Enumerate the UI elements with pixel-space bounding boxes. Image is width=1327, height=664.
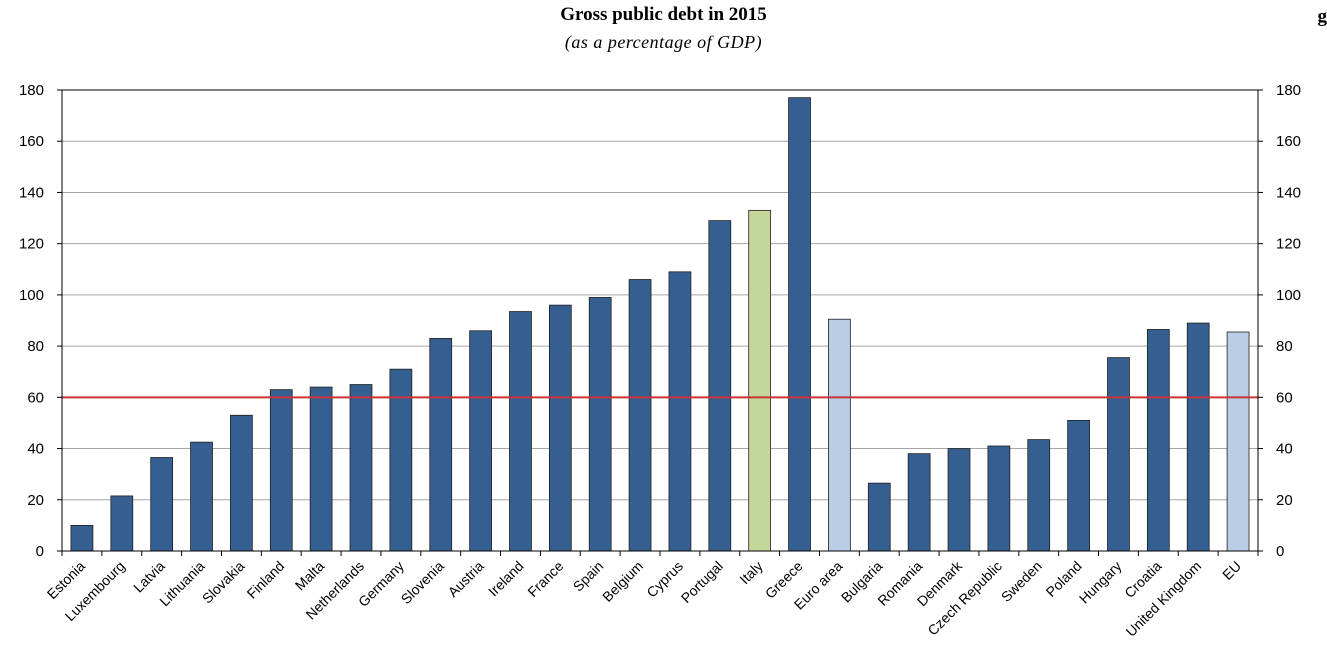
chart-subtitle: (as a percentage of GDP)	[564, 32, 763, 52]
bar-czech-republic	[987, 445, 1011, 552]
bars	[70, 97, 1250, 552]
x-tick-label: Malta	[292, 558, 328, 594]
bar-lithuania	[190, 441, 213, 552]
bar-slovenia	[429, 338, 453, 552]
y-tick-label-left: 100	[19, 287, 44, 304]
corner-mark: g	[1317, 6, 1327, 27]
y-tick-label-left: 120	[19, 236, 44, 253]
bar-croatia	[1146, 329, 1170, 552]
x-tick-label: Czech Republic	[924, 558, 1005, 639]
bar-belgium	[628, 279, 652, 552]
bar-luxembourg	[110, 495, 134, 552]
y-tick-label-left: 0	[36, 543, 44, 560]
bar-france	[548, 304, 572, 552]
x-tick-label: Austria	[445, 558, 487, 600]
y-tick-label-left: 20	[27, 492, 44, 509]
x-tick-label: Slovenia	[398, 558, 447, 607]
bar-portugal	[708, 220, 732, 552]
x-tick-label: France	[524, 558, 566, 600]
bar-estonia	[70, 524, 94, 552]
y-tick-label-left: 160	[19, 133, 44, 150]
y-tick-label-left: 180	[19, 82, 44, 99]
bar-hungary	[1107, 357, 1130, 552]
y-tick-label-left: 80	[27, 338, 44, 355]
y-tick-label-right: 160	[1276, 133, 1301, 150]
bar-united-kingdom	[1186, 322, 1210, 552]
bar-romania	[907, 453, 931, 552]
y-tick-label-right: 80	[1276, 338, 1293, 355]
bar-sweden	[1027, 439, 1051, 552]
y-tick-label-right: 120	[1276, 236, 1301, 253]
y-axis-right-ticks: 0 20 40 60 80 100 120 140 160 180	[1276, 82, 1301, 560]
y-tick-label-left: 60	[27, 389, 44, 406]
bar-netherlands	[349, 384, 373, 552]
plot-frame	[57, 89, 1263, 556]
y-tick-label-right: 180	[1276, 82, 1301, 99]
bar-ireland	[509, 311, 532, 552]
x-tick-label: Belgium	[599, 558, 646, 605]
y-tick-label-right: 20	[1276, 492, 1293, 509]
x-tick-label: Ireland	[485, 558, 527, 600]
bar-latvia	[150, 457, 174, 552]
bar-bulgaria	[867, 482, 891, 552]
y-tick-label-right: 100	[1276, 287, 1301, 304]
bar-austria	[469, 330, 492, 552]
bar-euro-area	[828, 318, 851, 552]
y-tick-label-right: 60	[1276, 389, 1293, 406]
x-tick-label: Portugal	[678, 558, 726, 606]
bar-slovakia	[230, 414, 253, 552]
plot-border	[61, 89, 1259, 552]
bar-finland	[269, 389, 293, 552]
y-axis-left-ticks: 0 20 40 60 80 100 120 140 160 180	[19, 82, 44, 560]
chart-title: Gross public debt in 2015	[560, 4, 767, 25]
bar-eu	[1226, 331, 1250, 552]
x-tick-label: Finland	[244, 558, 288, 602]
y-tick-label-right: 40	[1276, 441, 1293, 458]
bar-spain	[588, 297, 612, 552]
bar-greece	[788, 97, 811, 552]
bar-cyprus	[668, 271, 692, 552]
bar-denmark	[947, 448, 971, 552]
y-tick-label-right: 0	[1276, 543, 1284, 560]
bar-malta	[309, 386, 333, 552]
x-tick-label: Hungary	[1076, 558, 1125, 607]
y-tick-label-left: 40	[27, 441, 44, 458]
bar-poland	[1067, 419, 1090, 552]
bar-italy	[748, 209, 772, 552]
x-tick-label: Slovakia	[199, 558, 248, 607]
x-tick-label: Italy	[736, 558, 765, 587]
x-tick-label: Latvia	[130, 558, 168, 596]
x-tick-label: Spain	[570, 558, 607, 595]
y-tick-label-right: 140	[1276, 184, 1301, 201]
x-tick-label: EU	[1219, 558, 1244, 583]
x-tick-label: Sweden	[998, 558, 1045, 605]
y-tick-label-left: 140	[19, 184, 44, 201]
